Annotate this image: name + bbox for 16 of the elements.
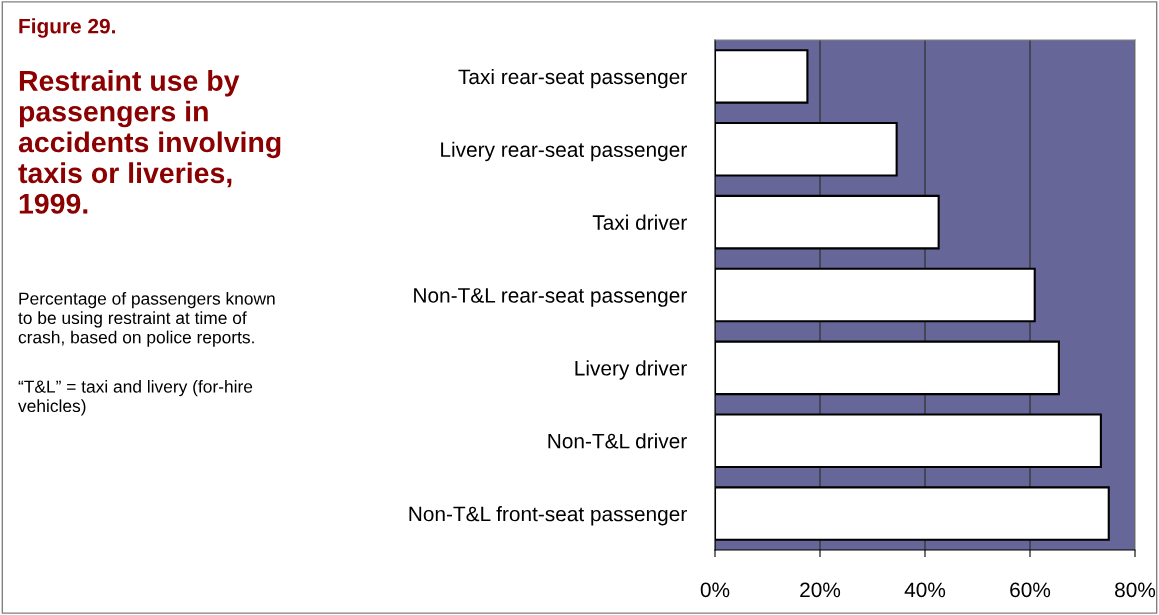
x-tick-label: 20% [800,582,841,598]
y-tick-label: Livery driver [575,360,687,380]
y-tick-label: Non-T&L rear-seat passenger [414,288,687,307]
y-tick-label: Taxi rear-seat passenger [458,68,687,89]
text: Restraint use by passengers in accidents involving taxis or liveries, 1999. [18,70,281,214]
y-tick-label: Non-T&L driver [548,433,687,449]
y-tick-label: Livery rear-seat passenger [441,141,687,162]
x-tick-label: 80% [1115,582,1156,598]
y-tick-label: Taxi driver [592,214,687,230]
text: “T&L” = taxi and livery (for-hire vehicles) [18,380,253,416]
text: Percentage of passengers known to be using restraint at time of crash, based on police reports. [18,292,275,347]
y-tick-label: Non-T&L front-seat passenger [409,506,687,526]
text: Figure 29. [19,18,115,38]
x-tick-label: 0% [700,582,730,598]
x-tick-label: 60% [1010,582,1051,598]
x-tick-label: 40% [904,582,946,598]
